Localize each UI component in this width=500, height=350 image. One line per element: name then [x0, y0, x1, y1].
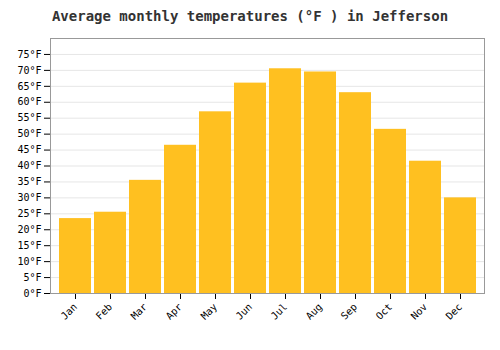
svg-text:Nov: Nov — [409, 301, 430, 322]
svg-text:Jul: Jul — [269, 301, 290, 322]
svg-text:Aug: Aug — [304, 301, 325, 322]
svg-text:60°F: 60°F — [17, 96, 41, 107]
svg-text:35°F: 35°F — [17, 176, 41, 187]
svg-text:30°F: 30°F — [17, 192, 41, 203]
svg-text:25°F: 25°F — [17, 208, 41, 219]
svg-text:0°F: 0°F — [23, 288, 41, 299]
svg-text:75°F: 75°F — [17, 49, 41, 60]
svg-text:May: May — [199, 301, 220, 322]
svg-text:70°F: 70°F — [17, 65, 41, 76]
svg-text:Sep: Sep — [339, 301, 360, 322]
svg-text:Feb: Feb — [94, 301, 115, 322]
svg-text:Jun: Jun — [234, 301, 255, 322]
svg-text:Mar: Mar — [129, 301, 150, 322]
svg-text:20°F: 20°F — [17, 224, 41, 235]
html-text:Average monthly temperatures (: Average monthly temperatures (°F ) in Je… — [51, 8, 449, 24]
svg-text:5°F: 5°F — [23, 272, 41, 283]
svg-text:Oct: Oct — [374, 301, 395, 322]
svg-text:40°F: 40°F — [17, 160, 41, 171]
svg-text:45°F: 45°F — [17, 144, 41, 155]
svg-text:15°F: 15°F — [17, 240, 41, 251]
svg-text:65°F: 65°F — [17, 81, 41, 92]
svg-text:50°F: 50°F — [17, 128, 41, 139]
svg-text:10°F: 10°F — [17, 256, 41, 267]
svg-text:Dec: Dec — [444, 301, 465, 322]
svg-text:Apr: Apr — [164, 301, 185, 322]
svg-text:55°F: 55°F — [17, 112, 41, 123]
svg-text:Jan: Jan — [59, 301, 80, 322]
